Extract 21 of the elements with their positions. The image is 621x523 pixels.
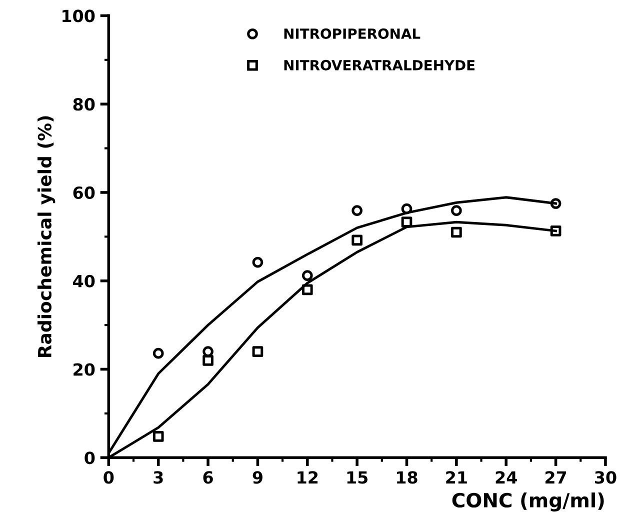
y-axis-title: Radiochemical yield (%): [38, 116, 56, 357]
x-tick-label: 21: [446, 471, 467, 484]
x-tick-label: 12: [298, 471, 318, 484]
x-tick-label: 9: [252, 471, 262, 484]
y-tick-label: 60: [73, 186, 95, 200]
x-axis-title: CONC (mg/ml): [452, 492, 604, 512]
y-tick-label: 40: [73, 274, 95, 288]
x-tick-label: 3: [154, 471, 163, 484]
x-tick-label: 24: [496, 471, 517, 484]
y-tick-label: 100: [62, 10, 95, 22]
y-tick-label: 80: [73, 98, 95, 111]
x-tick-label: 18: [397, 471, 418, 484]
y-tick-label: 0: [84, 452, 95, 464]
legend-label: NITROPIPERONAL: [284, 28, 420, 39]
y-tick-label: 20: [74, 363, 95, 376]
x-tick-label: 6: [203, 471, 213, 484]
x-tick-label: 0: [104, 471, 114, 484]
x-tick-label: 15: [347, 471, 368, 484]
x-tick-label: 27: [546, 471, 566, 484]
x-tick-label: 30: [594, 471, 616, 484]
legend-label: NITROVERATRALDEHYDE: [284, 60, 475, 70]
